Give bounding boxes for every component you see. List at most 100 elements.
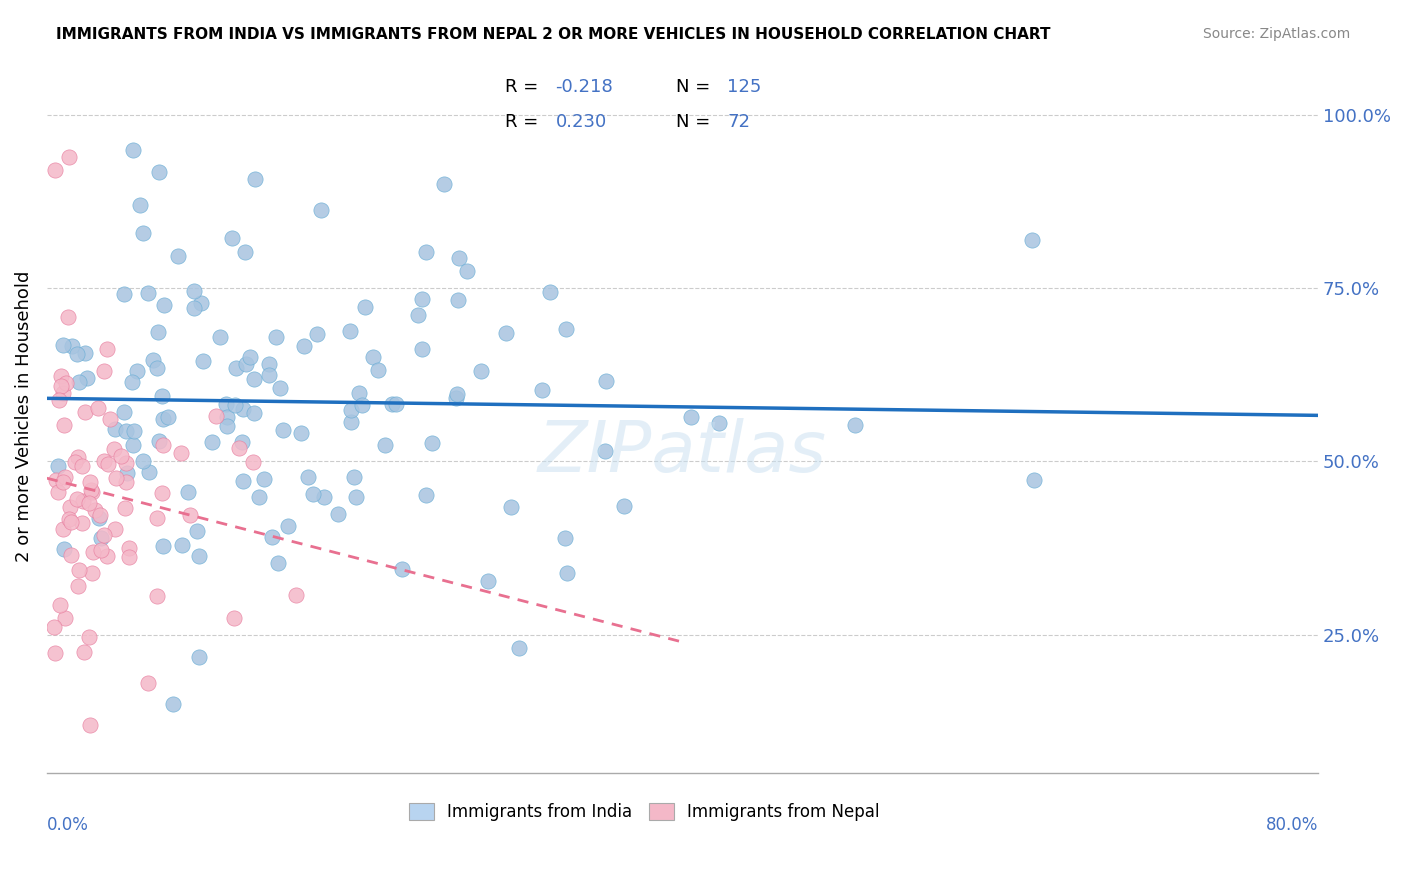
Point [87, 511, 110, 525]
Point [264, 330, 287, 344]
Point [554, 531, 576, 545]
Legend: Immigrants from India, Immigrants from Nepal: Immigrants from India, Immigrants from N… [401, 794, 889, 829]
Point [52, 522, 75, 536]
Text: -0.218: -0.218 [555, 78, 613, 95]
Point [115, 475, 138, 490]
Point [259, 357, 281, 371]
Point [98, 411, 121, 425]
Point [152, 539, 174, 553]
Point [55, 376, 77, 390]
Text: ZIPatlas: ZIPatlas [538, 417, 827, 486]
Point [58, 150, 80, 164]
Point [87, 401, 110, 415]
Point [53, 611, 76, 625]
Point [447, 251, 470, 265]
Y-axis label: 2 or more Vehicles in Household: 2 or more Vehicles in Household [15, 270, 32, 562]
Point [205, 409, 228, 423]
Point [60, 339, 83, 353]
Point [112, 404, 135, 418]
Point [222, 610, 245, 624]
Point [58, 512, 80, 526]
Point [152, 438, 174, 452]
Point [363, 351, 385, 365]
Point [131, 453, 153, 467]
Point [232, 401, 254, 416]
Point [46, 485, 69, 500]
Point [352, 398, 374, 412]
Point [271, 423, 294, 437]
Point [67, 579, 90, 593]
Point [232, 474, 254, 488]
Point [231, 434, 253, 449]
Point [145, 510, 167, 524]
Point [267, 556, 290, 570]
Point [681, 410, 703, 425]
Point [66, 347, 89, 361]
Point [381, 397, 404, 411]
Point [115, 456, 138, 470]
Point [80, 484, 103, 499]
Point [262, 530, 284, 544]
Point [307, 327, 329, 342]
Point [221, 231, 243, 245]
Text: 125: 125 [727, 78, 762, 95]
Point [73, 405, 96, 419]
Text: N =: N = [676, 78, 716, 95]
Point [302, 487, 325, 501]
Text: 0.230: 0.230 [555, 113, 606, 131]
Point [77, 630, 100, 644]
Point [344, 491, 367, 505]
Point [253, 472, 276, 486]
Point [70, 516, 93, 531]
Point [290, 426, 312, 441]
Point [117, 466, 139, 480]
Point [339, 325, 361, 339]
Point [342, 469, 364, 483]
Point [79, 483, 101, 497]
Point [495, 326, 517, 340]
Point [65, 455, 87, 469]
Point [96, 549, 118, 563]
Text: R =: R = [505, 78, 544, 95]
Point [179, 508, 201, 522]
Point [243, 172, 266, 186]
Point [499, 500, 522, 514]
Point [52, 475, 75, 490]
Point [169, 446, 191, 460]
Point [89, 508, 111, 523]
Point [224, 398, 246, 412]
Point [93, 454, 115, 468]
Point [433, 178, 456, 192]
Point [188, 549, 211, 563]
Point [555, 566, 578, 580]
Point [215, 410, 238, 425]
Point [93, 364, 115, 378]
Point [707, 417, 730, 431]
Point [96, 342, 118, 356]
Point [48, 392, 70, 407]
Point [148, 434, 170, 448]
Point [538, 285, 561, 300]
Point [146, 325, 169, 339]
Point [309, 202, 332, 217]
Point [420, 436, 443, 450]
Text: 0.0%: 0.0% [46, 816, 89, 834]
Point [73, 645, 96, 659]
Point [183, 301, 205, 316]
Point [127, 364, 149, 378]
Point [190, 296, 212, 310]
Point [148, 165, 170, 179]
Point [415, 488, 437, 502]
Point [58, 310, 80, 325]
Point [508, 640, 530, 655]
Point [52, 418, 75, 433]
Point [112, 287, 135, 301]
Point [53, 470, 76, 484]
Point [136, 676, 159, 690]
Point [613, 499, 636, 513]
Point [103, 442, 125, 456]
Point [312, 490, 335, 504]
Point [80, 566, 103, 580]
Point [157, 409, 180, 424]
Point [51, 379, 73, 393]
